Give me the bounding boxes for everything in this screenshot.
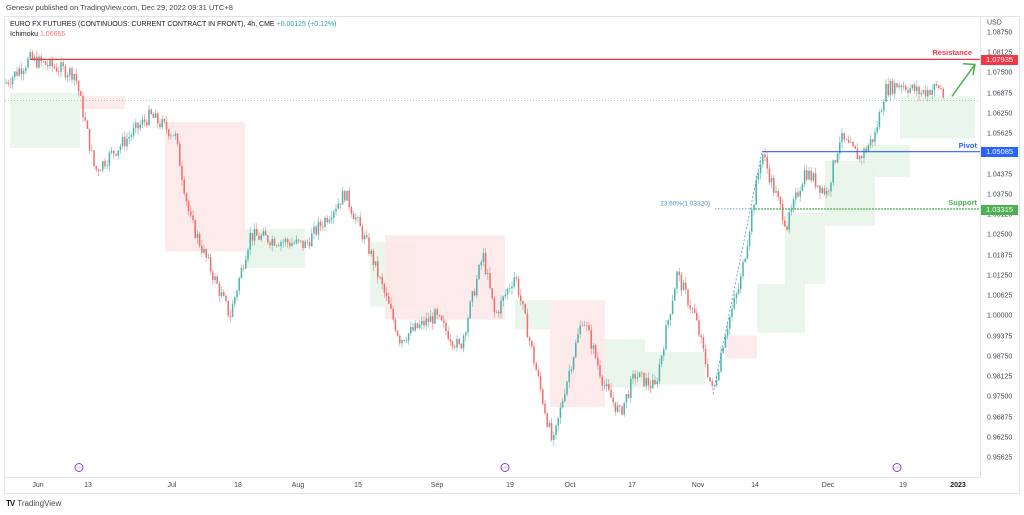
price-tick: 1.02500 xyxy=(987,231,1013,239)
price-tick: 1.06250 xyxy=(987,110,1013,118)
fib-level-label: 23.60%(1.03320) xyxy=(660,200,710,208)
pivot-label: Pivot xyxy=(958,141,977,150)
chart-frame xyxy=(4,16,1020,494)
price-tick: 0.98750 xyxy=(987,353,1013,361)
time-tick: Aug xyxy=(291,482,305,489)
price-tick: 1.01875 xyxy=(987,252,1013,260)
support-label: Support xyxy=(948,198,977,207)
brand-name: TradingView xyxy=(17,499,62,508)
indicator-name[interactable]: Ichimoku xyxy=(10,31,39,38)
price-tick: 0.96250 xyxy=(987,434,1013,442)
time-tick: 15 xyxy=(354,482,362,489)
price-tick: 1.03125 xyxy=(987,211,1013,219)
time-tick: 18 xyxy=(234,482,242,489)
price-tick: 1.06875 xyxy=(987,90,1013,98)
price-tick: 1.01250 xyxy=(987,272,1013,280)
price-tick: 0.96875 xyxy=(987,414,1013,422)
publish-info: Genesiv published on TradingView.com, De… xyxy=(6,3,233,12)
symbol-line: EURO FX FUTURES (CONTINUOUS: CURRENT CON… xyxy=(10,20,336,30)
resistance-price-tag: 1.07935 xyxy=(981,55,1018,65)
time-tick: Dec xyxy=(821,482,835,489)
chart-legend: EURO FX FUTURES (CONTINUOUS: CURRENT CON… xyxy=(10,20,336,40)
tradingview-logo-icon: TV xyxy=(6,499,15,508)
time-tick: 2023 xyxy=(950,482,966,489)
time-tick: Jul xyxy=(167,482,177,489)
price-tick: 1.05625 xyxy=(987,130,1013,138)
time-tick: Nov xyxy=(691,482,705,489)
economic-event-icon[interactable]: → xyxy=(892,463,902,472)
time-tick: 14 xyxy=(751,482,759,489)
resistance-label: Resistance xyxy=(932,48,972,57)
price-tick: 1.08750 xyxy=(987,29,1013,37)
price-tick: 1.00000 xyxy=(987,312,1013,320)
price-tick: 1.08125 xyxy=(987,49,1013,57)
price-tick: 1.07500 xyxy=(987,69,1013,77)
time-tick: 19 xyxy=(899,482,907,489)
time-tick: Sep xyxy=(430,482,444,489)
currency-label: USD xyxy=(987,19,1002,27)
time-tick: Jun xyxy=(32,482,44,489)
price-tick: 1.00625 xyxy=(987,292,1013,300)
tradingview-logo[interactable]: TV TradingView xyxy=(6,499,61,508)
price-tick: 1.04375 xyxy=(987,171,1013,179)
price-axis[interactable]: USD 1.08750 1.08125 1.07500 1.06875 1.06250 1… xyxy=(980,17,1020,477)
time-tick: Oct xyxy=(564,482,576,489)
time-axis[interactable]: Jun 13 Jul 18 Aug 15 Sep 19 Oct 17 Nov 14 Dec 19 2023 xyxy=(5,477,980,494)
pivot-price-tag: 1.05085 xyxy=(981,147,1018,157)
indicator-line: Ichimoku 1.06665 xyxy=(10,30,336,40)
time-tick: 19 xyxy=(506,482,514,489)
economic-event-icon[interactable]: → xyxy=(74,463,84,472)
price-tick: 0.99375 xyxy=(987,333,1013,341)
support-price-tag: 1.03315 xyxy=(981,205,1018,215)
price-tick: 0.95625 xyxy=(987,454,1013,462)
price-tick: 0.98125 xyxy=(987,373,1013,381)
price-change: +0.00125 (+0.12%) xyxy=(276,21,337,28)
chart-plot-area[interactable] xyxy=(5,17,980,477)
time-tick: 17 xyxy=(628,482,636,489)
candlestick-chart xyxy=(5,49,980,447)
price-tick: 0.97500 xyxy=(987,393,1013,401)
time-tick: 13 xyxy=(84,482,92,489)
economic-event-icon[interactable]: → xyxy=(500,463,510,472)
symbol-title[interactable]: EURO FX FUTURES (CONTINUOUS: CURRENT CON… xyxy=(10,21,275,28)
indicator-value: 1.06665 xyxy=(39,31,66,38)
price-tick: 1.03750 xyxy=(987,191,1013,199)
